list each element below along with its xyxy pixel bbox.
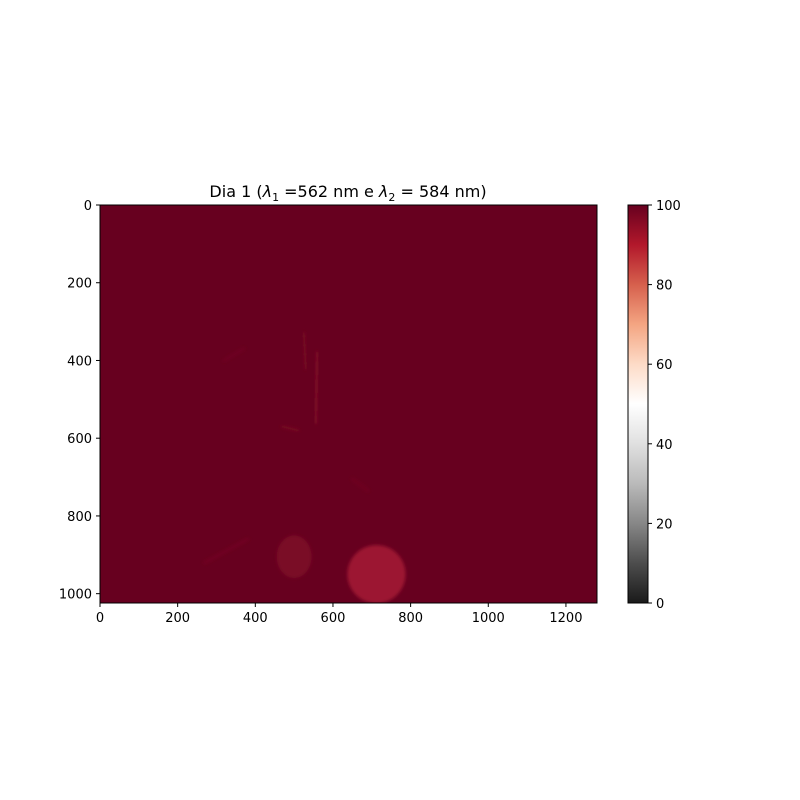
y-axis: 0 200 400 600 800 1000 — [59, 199, 100, 603]
x-tick-label: 600 — [321, 611, 346, 626]
heatmap-region-3 — [302, 331, 308, 370]
heatmap-region-2 — [313, 351, 319, 425]
x-tick-label: 400 — [243, 611, 268, 626]
heatmap-region-1 — [276, 535, 312, 579]
heatmap-region-7 — [203, 537, 250, 565]
chart-title: Dia 1 (λ1 =562 nm e λ2 = 584 nm) — [209, 182, 486, 204]
plot-frame — [99, 204, 598, 604]
heatmap-region-5 — [350, 477, 370, 493]
heatmap-region-4 — [280, 425, 300, 432]
colorbar-frame — [627, 204, 649, 604]
heatmap-region-6 — [222, 347, 246, 362]
x-tick-label: 1200 — [549, 611, 582, 626]
colorbar-fill — [628, 205, 648, 603]
heatmap-background — [100, 205, 597, 603]
heatmap-image — [100, 205, 597, 603]
y-tick-label: 800 — [67, 510, 92, 525]
colorbar-tick-label: 100 — [656, 199, 681, 214]
colorbar-tick-label: 80 — [656, 279, 673, 294]
colorbar-tick-label: 40 — [656, 438, 673, 453]
x-tick-label: 0 — [96, 611, 104, 626]
colorbar-tick-label: 20 — [656, 517, 673, 532]
x-tick-label: 1000 — [472, 611, 505, 626]
colorbar-tick-label: 0 — [656, 597, 664, 612]
y-tick-label: 600 — [67, 432, 92, 447]
y-tick-label: 1000 — [59, 588, 92, 603]
colorbar-tick-label: 60 — [656, 358, 673, 373]
x-axis: 0 200 400 600 800 1000 1200 — [96, 603, 582, 626]
heatmap-region-0 — [347, 545, 406, 603]
heatmap-regions — [203, 331, 406, 603]
y-tick-label: 400 — [67, 354, 92, 369]
y-tick-label: 0 — [84, 199, 92, 214]
y-tick-label: 200 — [67, 277, 92, 292]
x-tick-label: 800 — [398, 611, 423, 626]
x-tick-label: 200 — [165, 611, 190, 626]
colorbar-ticks: 0 20 40 60 80 100 — [648, 199, 681, 612]
colorbar: 0 20 40 60 80 100 — [627, 199, 681, 612]
